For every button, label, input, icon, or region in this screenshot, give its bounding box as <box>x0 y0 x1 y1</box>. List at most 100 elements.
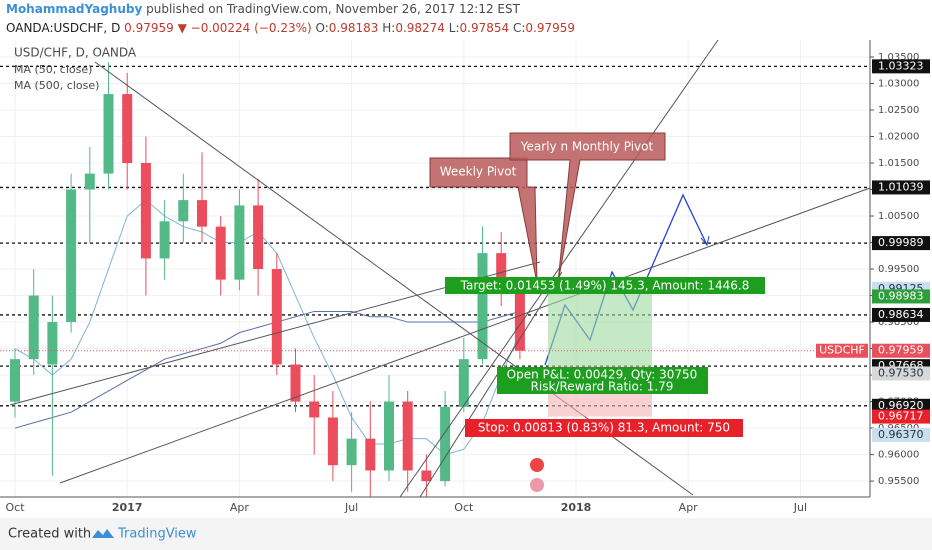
candle-body <box>103 94 114 174</box>
level-label: 0.99989 <box>878 236 924 249</box>
candle-body <box>159 221 170 259</box>
price-tag <box>872 289 930 304</box>
candle-body <box>47 322 58 365</box>
level-tag <box>872 236 930 251</box>
candle-body <box>122 94 133 163</box>
x-tick-label: Apr <box>230 501 250 514</box>
legend-title: USD/CHF, D, OANDA <box>14 46 137 60</box>
candle-body <box>10 359 20 402</box>
last: 0.97959 <box>124 21 174 35</box>
x-tick-label: Oct <box>5 501 25 514</box>
candle-body <box>327 417 338 466</box>
candle-body <box>140 162 151 259</box>
footer: Created with TradingView <box>0 518 932 550</box>
y-tick-label: 0.98500 <box>878 317 919 328</box>
price-label: 0.96717 <box>878 410 924 423</box>
x-tick-label: Apr <box>679 501 699 514</box>
event-icon <box>530 458 544 472</box>
c-label: C: <box>513 21 525 35</box>
l-label: L: <box>449 21 460 35</box>
footer-text: Created with <box>8 527 91 542</box>
level-label: 1.01039 <box>878 180 924 193</box>
target-text: Target: 0.01453 (1.49%) 145.3, Amount: 1… <box>460 279 750 293</box>
footer-bar <box>0 518 932 550</box>
price-tag <box>872 427 930 442</box>
arrow-head <box>700 235 710 247</box>
candle-body <box>514 284 525 351</box>
profit-zone <box>548 288 652 367</box>
published: published on TradingView.com, November 2… <box>142 2 520 16</box>
h: 0.98274 <box>395 21 445 35</box>
x-tick-label: Jul <box>793 501 807 514</box>
y-tick-label: 1.01500 <box>878 158 919 169</box>
candle-body <box>253 205 264 270</box>
candle-body <box>84 173 95 190</box>
y-tick-label: 1.03500 <box>878 52 919 63</box>
price-label: 0.97959 <box>878 344 924 357</box>
legend-entry: MA (500, close) <box>14 79 99 92</box>
x-tick-label: Jul <box>344 501 358 514</box>
price-tag <box>872 343 930 358</box>
candle-body <box>309 401 320 418</box>
callouts: Weekly Pivot Yearly n Monthly Pivot <box>429 132 666 284</box>
level-tag <box>872 180 930 195</box>
y-tick-label: 0.95500 <box>878 476 919 487</box>
y-tick-label: 1.02500 <box>878 105 919 116</box>
stop-text: Stop: 0.00813 (0.83%) 81.3, Amount: 750 <box>478 421 730 435</box>
price-label: 0.97530 <box>878 366 924 379</box>
axes: 0.955000.960000.965000.970000.975000.980… <box>0 52 930 514</box>
level-label: 1.03323 <box>878 59 924 72</box>
pnl-box <box>497 367 708 394</box>
candle-body <box>458 359 469 407</box>
symbol: OANDA:USDCHF, D <box>6 21 120 35</box>
stop-box <box>465 419 743 437</box>
logo <box>92 529 114 538</box>
c: 0.97959 <box>525 21 575 35</box>
candle-body <box>66 189 77 323</box>
o-label: O: <box>316 21 329 35</box>
level-tag <box>872 398 930 413</box>
x-tick-label: 2017 <box>112 501 143 514</box>
x-tick-label: 2018 <box>561 501 592 514</box>
ma-line <box>14 199 521 456</box>
price-label: 0.96370 <box>878 428 924 441</box>
brand[interactable]: TradingView <box>117 527 197 542</box>
candle-body <box>365 438 376 471</box>
price-label: 0.98983 <box>878 289 924 302</box>
event-icons <box>530 458 544 492</box>
candle-body <box>477 253 488 360</box>
y-tick-label: 1.02000 <box>878 131 919 142</box>
level-label: 0.96920 <box>878 399 924 412</box>
y-tick-label: 1.00500 <box>878 211 919 222</box>
y-tick-label: 0.99500 <box>878 264 919 275</box>
trend-line <box>419 271 563 498</box>
candle-body <box>271 269 282 365</box>
y-tick-label: 1.03000 <box>878 78 919 89</box>
l: 0.97854 <box>460 21 510 35</box>
y-tick-label: 0.96000 <box>878 450 919 461</box>
o: 0.98183 <box>329 21 379 35</box>
candle-body <box>28 295 39 360</box>
candle-body <box>178 200 189 222</box>
candle-body <box>384 401 394 471</box>
callout-box <box>509 132 666 284</box>
ma-line <box>14 310 521 429</box>
rr-text: Risk/Reward Ratio: 1.79 <box>531 380 674 394</box>
x-tick-label: Oct <box>454 501 474 514</box>
callout-text: Yearly n Monthly Pivot <box>520 140 654 154</box>
candle-body <box>234 205 245 280</box>
candle-body <box>290 364 301 402</box>
author[interactable]: MohammadYaghuby <box>6 2 142 16</box>
candle-body <box>496 253 507 285</box>
symbol-label: USDCHF <box>819 344 865 357</box>
pnl-text: Open P&L: 0.00429, Qty: 30750 <box>507 368 698 382</box>
header-line: OANDA:USDCHF, D 0.97959 ▼ −0.00224 (−0.2… <box>6 21 575 35</box>
candle-body <box>197 200 207 227</box>
target-box <box>445 277 765 294</box>
callout-box <box>429 157 538 284</box>
level-tag <box>872 59 930 74</box>
level-tag <box>872 307 930 322</box>
change: ▼ −0.00224 (−0.23%) <box>178 21 312 35</box>
